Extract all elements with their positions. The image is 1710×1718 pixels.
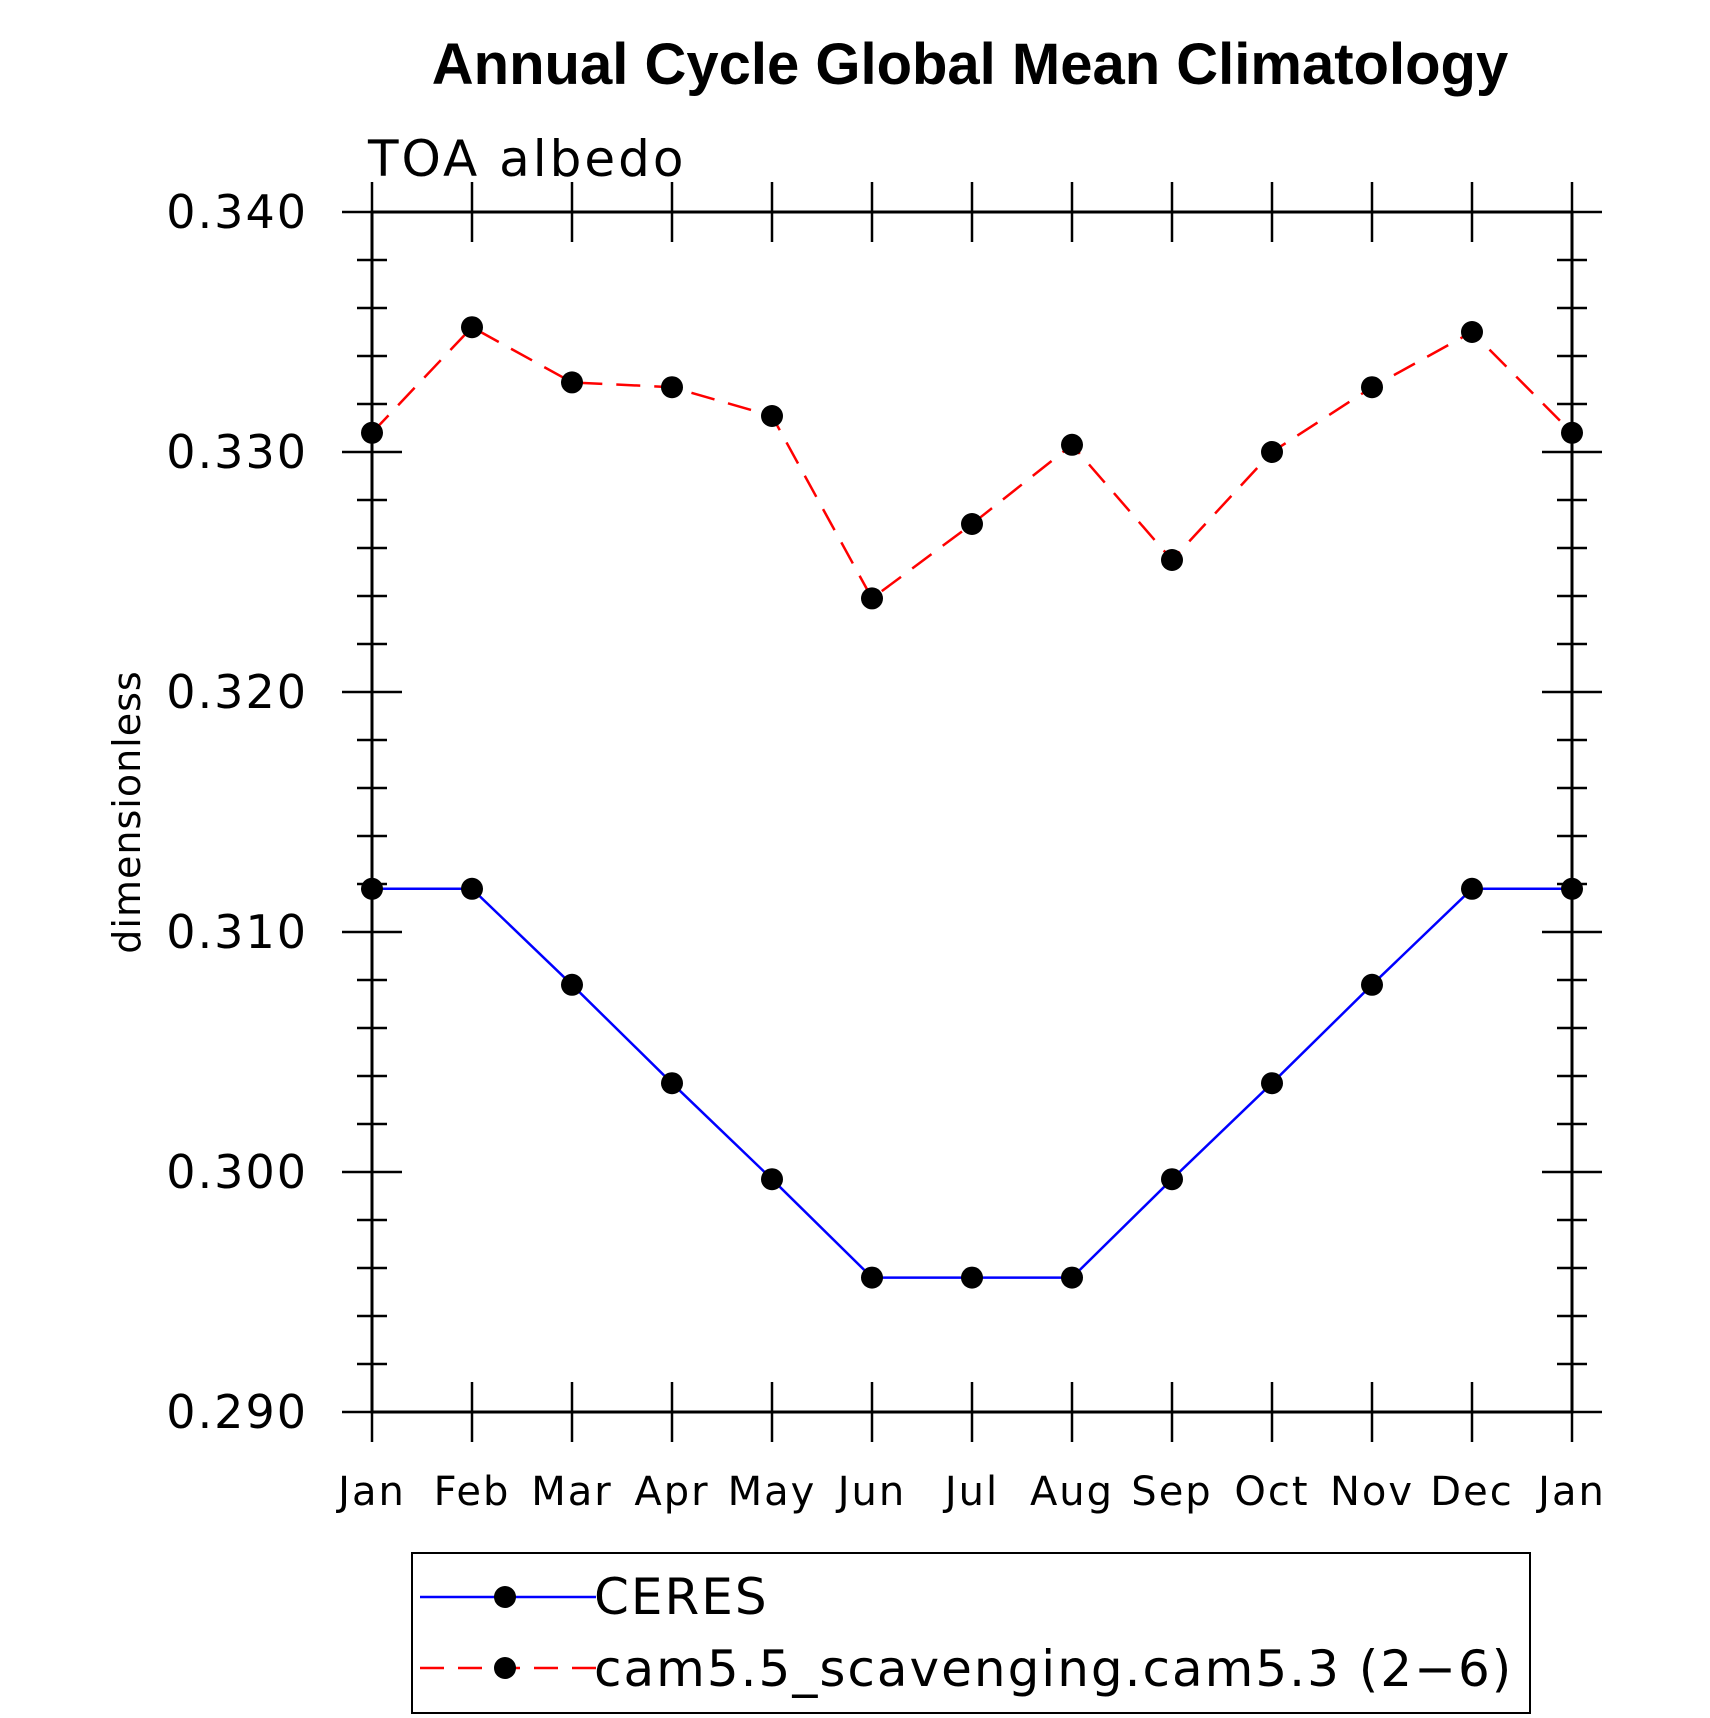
data-point-1 bbox=[761, 405, 783, 427]
x-tick-label: Jan bbox=[1535, 1469, 1606, 1515]
y-axis-label: dimensionless bbox=[105, 670, 149, 953]
data-point-1 bbox=[1061, 433, 1083, 456]
plot-frame bbox=[370, 210, 1574, 1414]
data-point-0 bbox=[1461, 877, 1483, 900]
chart-title: Annual Cycle Global Mean Climatology bbox=[432, 32, 1508, 97]
series-layer bbox=[361, 316, 1583, 1289]
legend-box bbox=[411, 1552, 1531, 1714]
x-tick-label: Apr bbox=[634, 1469, 709, 1515]
x-tick-label: Oct bbox=[1234, 1469, 1309, 1515]
data-point-0 bbox=[961, 1266, 983, 1289]
data-point-0 bbox=[461, 877, 483, 900]
data-point-1 bbox=[961, 513, 983, 535]
data-point-0 bbox=[1161, 1168, 1183, 1191]
chart-subtitle: TOA albedo bbox=[367, 130, 686, 188]
data-point-0 bbox=[1061, 1266, 1083, 1289]
y-tick-label: 0.300 bbox=[166, 1145, 308, 1199]
data-point-1 bbox=[361, 421, 383, 444]
data-point-0 bbox=[1361, 973, 1383, 996]
x-tick-labels: Jan Feb Mar Apr May Jun Jul Aug Sep Oct Nov Dec Jan bbox=[335, 1469, 1606, 1515]
legend-marker-ceres bbox=[494, 1586, 516, 1608]
legend-label-ceres: CERES bbox=[594, 1568, 769, 1626]
data-point-1 bbox=[1561, 421, 1583, 444]
data-point-1 bbox=[561, 371, 583, 394]
legend-label-cam: cam5.5_scavenging.cam5.3 (2−6) bbox=[594, 1640, 1513, 1698]
y-tick-label: 0.340 bbox=[166, 185, 308, 239]
y-tick-label: 0.290 bbox=[166, 1385, 308, 1439]
data-point-0 bbox=[561, 973, 583, 996]
data-point-1 bbox=[861, 587, 883, 610]
x-tick-label: Mar bbox=[531, 1469, 612, 1515]
data-point-0 bbox=[661, 1072, 683, 1095]
y-tick-label: 0.310 bbox=[166, 905, 308, 959]
x-tick-label: Dec bbox=[1430, 1469, 1513, 1515]
legend-marker-cam bbox=[494, 1657, 516, 1679]
series-line-0 bbox=[372, 887, 1572, 1279]
data-point-0 bbox=[761, 1168, 783, 1191]
y-tick-labels: 0.290 0.300 0.310 0.320 0.330 0.340 bbox=[166, 185, 308, 1439]
data-point-1 bbox=[661, 376, 683, 399]
data-point-1 bbox=[1361, 376, 1383, 399]
y-tick-label: 0.330 bbox=[166, 425, 308, 479]
data-point-0 bbox=[861, 1266, 883, 1289]
x-tick-label: Nov bbox=[1330, 1469, 1414, 1515]
data-point-1 bbox=[1161, 549, 1183, 571]
series-line-1 bbox=[371, 325, 1573, 601]
data-point-0 bbox=[361, 877, 383, 900]
legend: CERES cam5.5_scavenging.cam5.3 (2−6) bbox=[411, 1552, 1531, 1714]
x-tick-label: Aug bbox=[1030, 1469, 1114, 1515]
x-tick-label: May bbox=[728, 1469, 817, 1515]
data-point-0 bbox=[1561, 877, 1583, 900]
x-tick-label: Jun bbox=[835, 1469, 907, 1515]
x-tick-label: Feb bbox=[434, 1469, 511, 1515]
data-point-1 bbox=[461, 316, 483, 339]
x-tick-label: Jul bbox=[942, 1469, 999, 1515]
x-tick-label: Sep bbox=[1131, 1469, 1212, 1515]
axis-ticks bbox=[342, 182, 1602, 1442]
data-point-1 bbox=[1261, 441, 1283, 463]
x-tick-label: Jan bbox=[335, 1469, 406, 1515]
y-tick-label: 0.320 bbox=[166, 665, 308, 719]
data-point-1 bbox=[1461, 321, 1483, 343]
data-point-0 bbox=[1261, 1072, 1283, 1095]
